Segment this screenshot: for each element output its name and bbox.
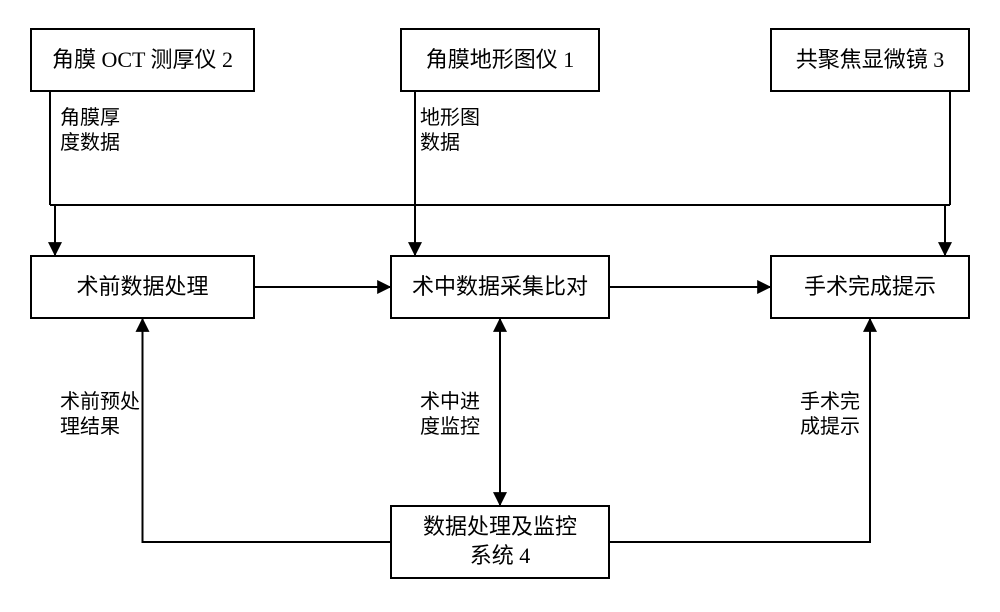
node-label: 手术完成提示	[804, 273, 936, 302]
edge-label-topography: 地形图 数据	[420, 106, 480, 156]
node-label: 术前数据处理	[76, 273, 208, 302]
node-data-system: 数据处理及监控 系统 4	[390, 505, 610, 579]
edge-label-thickness: 角膜厚 度数据	[60, 106, 120, 156]
node-surgery-done: 手术完成提示	[770, 255, 970, 319]
node-oct-thickness: 角膜 OCT 测厚仪 2	[30, 28, 255, 92]
node-label: 角膜 OCT 测厚仪 2	[52, 46, 233, 75]
node-confocal: 共聚焦显微镜 3	[770, 28, 970, 92]
edge-label-monitor: 术中进 度监控	[420, 390, 480, 440]
edge-label-finish: 手术完 成提示	[800, 390, 860, 440]
node-label: 数据处理及监控 系统 4	[423, 513, 577, 570]
node-label: 共聚焦显微镜 3	[796, 46, 945, 75]
node-label: 角膜地形图仪 1	[426, 46, 575, 75]
node-intraop-compare: 术中数据采集比对	[390, 255, 610, 319]
node-label: 术中数据采集比对	[412, 273, 588, 302]
edge-label-preop-res: 术前预处 理结果	[60, 390, 140, 440]
node-topography: 角膜地形图仪 1	[400, 28, 600, 92]
node-preop-process: 术前数据处理	[30, 255, 255, 319]
